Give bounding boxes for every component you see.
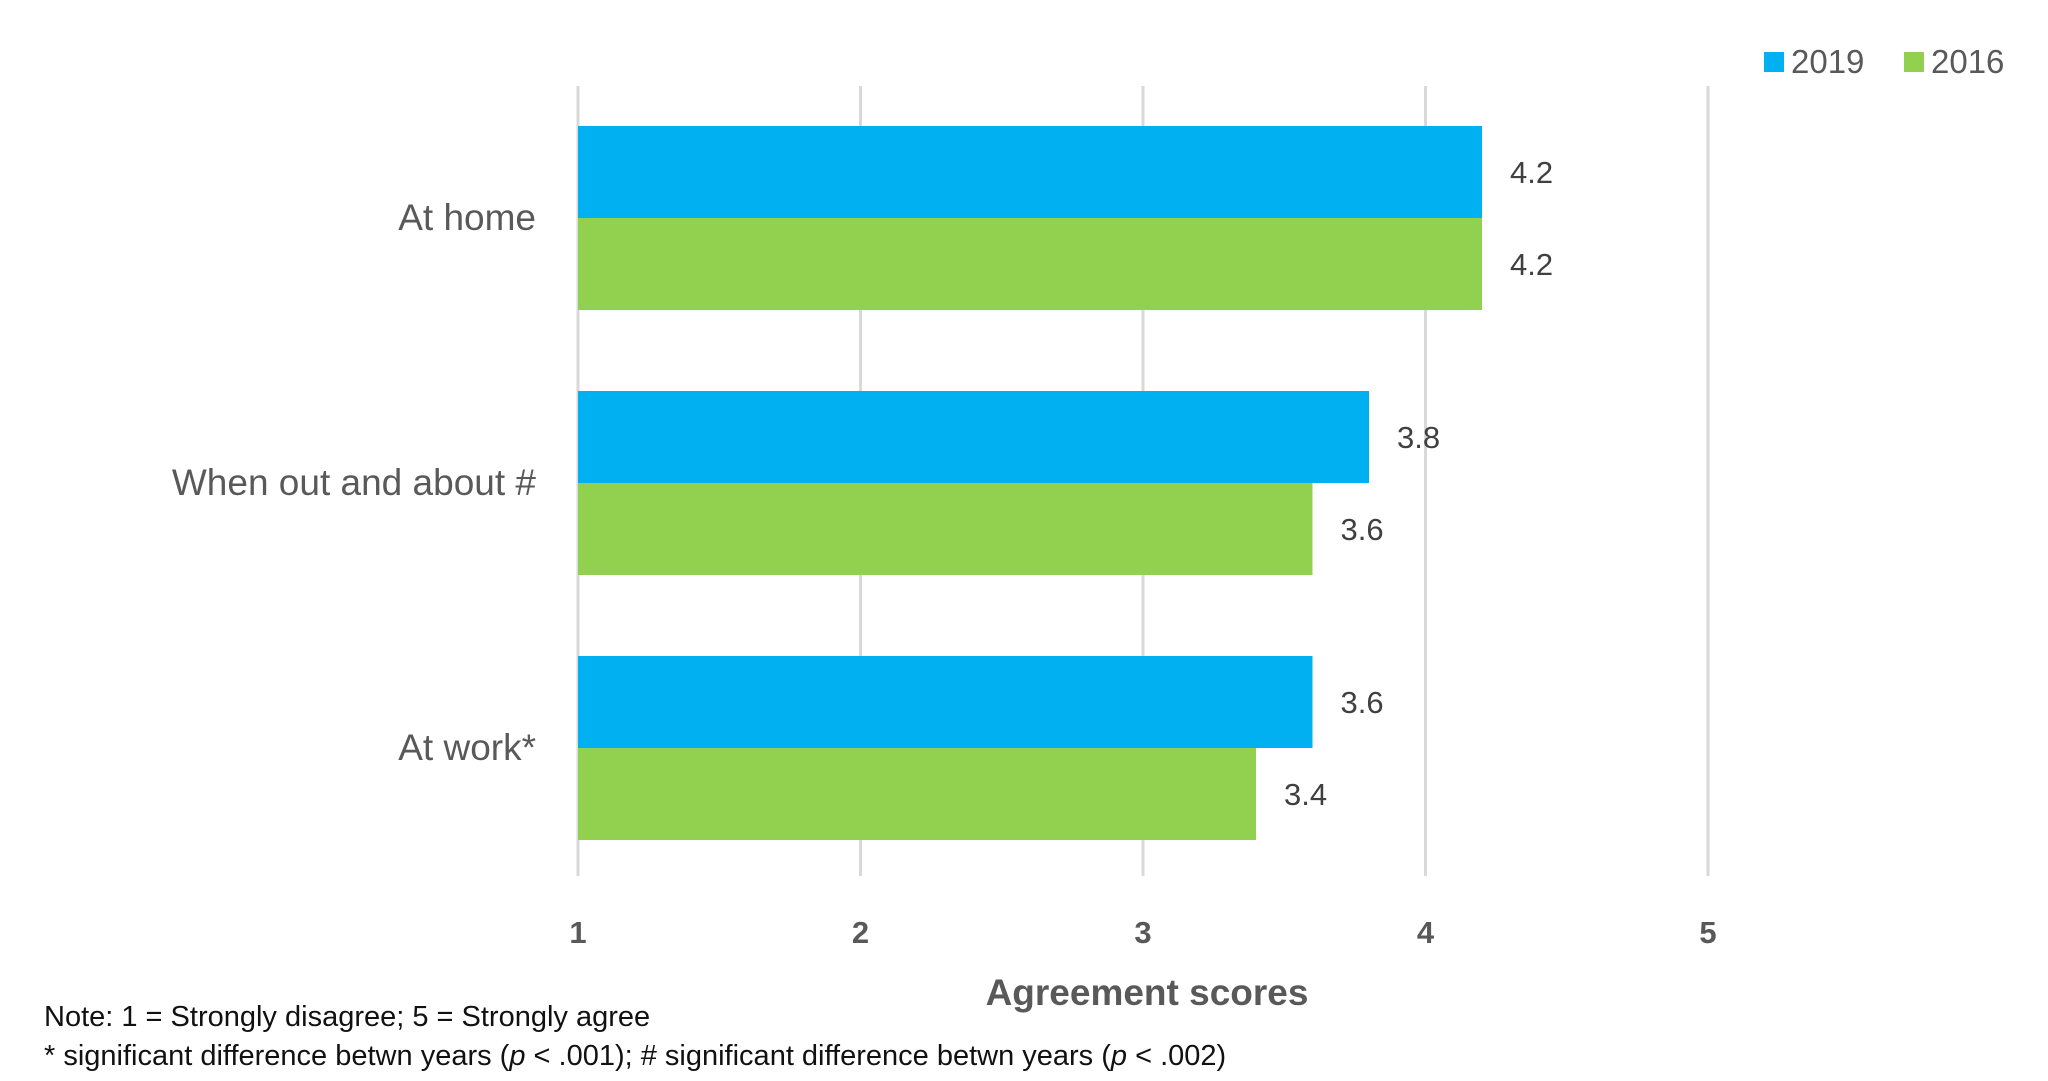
p-symbol: p [1110, 1040, 1128, 1072]
data-label: 3.8 [1397, 420, 1440, 455]
data-label: 4.2 [1510, 155, 1553, 190]
bar-2019 [578, 391, 1369, 483]
x-tick-label: 2 [852, 915, 869, 950]
note-significance-part2: < .001); # significant difference betwn … [525, 1040, 1111, 1072]
x-tick-label: 1 [569, 915, 586, 950]
bar-2019 [578, 656, 1313, 748]
category-label: When out and about # [172, 462, 537, 503]
x-tick-label: 5 [1699, 915, 1716, 950]
p-symbol: p [509, 1040, 526, 1072]
legend-swatch-2016 [1904, 52, 1924, 72]
category-label: At home [398, 197, 536, 238]
x-axis-title: Agreement scores [986, 972, 1309, 1013]
category-label: At work* [398, 727, 536, 768]
legend-label: 2019 [1791, 43, 1864, 80]
note-significance: * significant difference betwn years (p … [44, 1040, 1226, 1073]
x-tick-label: 4 [1417, 915, 1435, 950]
note-significance-part3: < .002) [1127, 1040, 1227, 1072]
bar-2016 [578, 218, 1482, 310]
x-tick-label: 3 [1134, 915, 1151, 950]
data-label: 3.6 [1341, 685, 1384, 720]
bar-2019 [578, 126, 1482, 218]
bar-2016 [578, 748, 1256, 840]
note-scale: Note: 1 = Strongly disagree; 5 = Strongl… [44, 1001, 651, 1033]
note-significance-part1: * significant difference betwn years ( [44, 1040, 510, 1072]
x-tick-labels: 1 2 3 4 5 [569, 915, 1716, 950]
legend-swatch-2019 [1764, 52, 1784, 72]
data-label: 3.4 [1284, 777, 1327, 812]
bars [578, 126, 1482, 840]
bar-2016 [578, 483, 1313, 575]
data-labels: 4.2 4.2 3.8 3.6 3.6 3.4 [1284, 155, 1553, 812]
legend-label: 2016 [1931, 43, 2004, 80]
legend: 2019 2016 [1764, 43, 2004, 80]
data-label: 3.6 [1341, 512, 1384, 547]
category-labels: At home When out and about # At work* [172, 197, 537, 768]
data-label: 4.2 [1510, 247, 1553, 282]
